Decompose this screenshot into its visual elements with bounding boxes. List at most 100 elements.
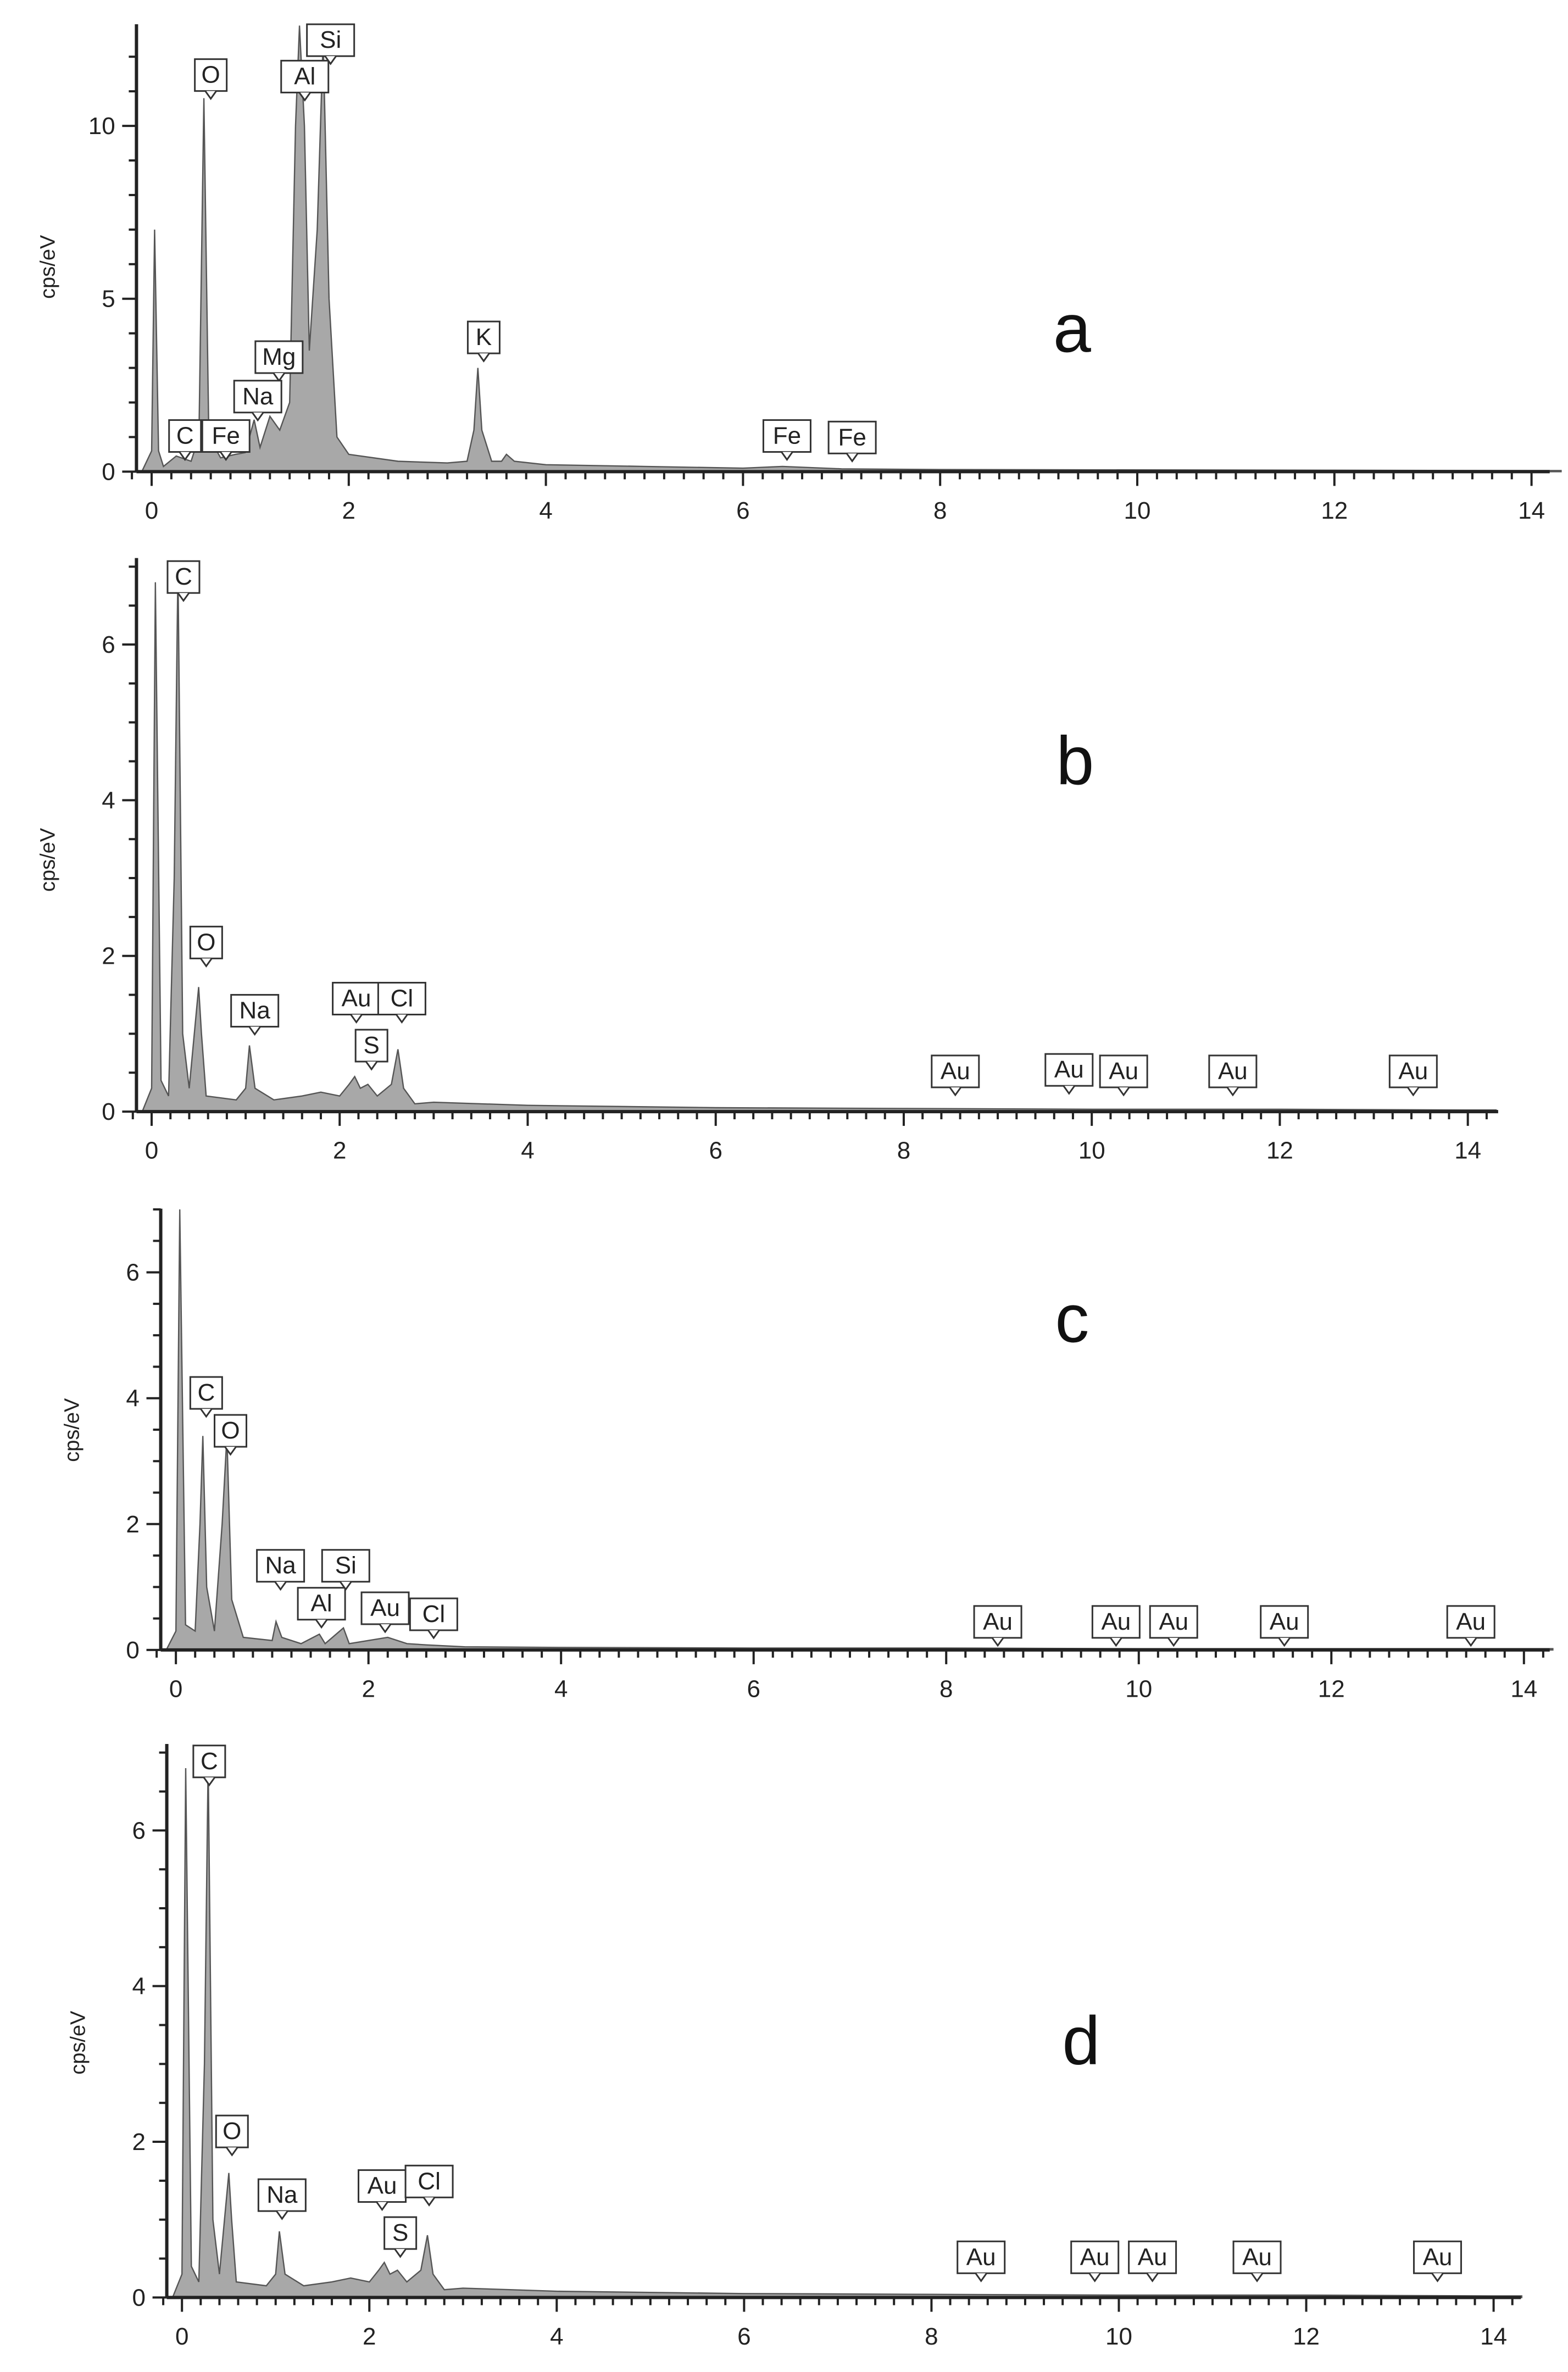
peak-label-pointer <box>1407 1087 1420 1097</box>
peak-label-o: O <box>189 925 223 968</box>
peak-label-text: Mg <box>262 343 296 370</box>
peak-label-pointer <box>226 2147 238 2157</box>
peak-label-text: Au <box>370 1595 400 1621</box>
peak-label-c: C <box>166 560 201 602</box>
y-tick-label: 0 <box>102 458 115 485</box>
peak-label-text: C <box>197 1379 215 1406</box>
peak-label-pointer <box>379 1624 392 1634</box>
peak-label-text: Fe <box>838 424 866 451</box>
peak-label-o: O <box>215 2114 249 2157</box>
x-tick-label: 10 <box>1125 1675 1152 1702</box>
peak-label-na: Na <box>233 380 282 422</box>
peak-label-pointer <box>298 92 311 102</box>
y-axis-label: cps/eV <box>67 2010 90 2075</box>
peak-label-pointer <box>251 412 264 422</box>
peak-label-pointer <box>248 1026 261 1036</box>
peak-label-au: Au <box>1413 2240 1462 2282</box>
y-axis-label: cps/eV <box>61 1398 84 1462</box>
peak-label-box <box>404 2164 454 2198</box>
peak-label-cl: Cl <box>377 981 426 1024</box>
peak-label-s: S <box>354 1029 388 1071</box>
peak-label-pointer <box>394 2248 407 2258</box>
x-tick-label: 4 <box>554 1675 568 1702</box>
x-tick-label: 0 <box>145 497 158 524</box>
x-tick-label: 6 <box>737 2323 750 2350</box>
peak-label-text: Al <box>311 1590 332 1617</box>
peak-label-text: Na <box>240 997 271 1024</box>
peak-label-box <box>1232 2240 1282 2274</box>
peak-label-box <box>194 58 228 92</box>
spectrum-area-d <box>171 1760 1522 2298</box>
x-tick-label: 0 <box>145 1137 158 1164</box>
peak-label-pointer <box>975 2273 987 2282</box>
x-tick-label: 14 <box>1510 1675 1537 1702</box>
peak-label-pointer <box>1117 1087 1130 1097</box>
peak-label-pointer <box>273 373 286 382</box>
peak-label-pointer <box>315 1619 328 1629</box>
peak-label-c: C <box>168 419 202 462</box>
peak-label-au: Au <box>1260 1605 1309 1647</box>
peak-label-text: O <box>202 62 220 88</box>
x-tick-label: 12 <box>1266 1137 1293 1164</box>
peak-label-au: Au <box>358 2169 407 2212</box>
peak-label-text: Au <box>1138 2243 1167 2270</box>
x-tick-label: 8 <box>933 497 947 524</box>
peak-label-si: Si <box>321 1549 370 1591</box>
peak-label-fe: Fe <box>762 419 811 462</box>
peak-label-text: Si <box>335 1552 357 1579</box>
peak-label-pointer <box>1464 1637 1477 1647</box>
peak-label-pointer <box>396 1014 408 1024</box>
x-tick-label: 10 <box>1105 2323 1132 2350</box>
y-axis-label: cps/eV <box>36 827 59 892</box>
x-tick-label: 8 <box>939 1675 953 1702</box>
y-tick-label: 10 <box>88 113 115 140</box>
peak-label-au: Au <box>1232 2240 1282 2282</box>
peak-label-box <box>332 981 381 1015</box>
peak-label-box <box>957 2240 1006 2274</box>
peak-label-text: Au <box>1054 1056 1084 1083</box>
peak-label-cl: Cl <box>409 1597 458 1640</box>
peak-label-box <box>1091 1605 1141 1639</box>
x-tick-label: 10 <box>1124 497 1151 524</box>
panel-label-d: d <box>1062 2003 1100 2079</box>
y-tick-label: 4 <box>102 787 115 814</box>
peak-label-pointer <box>1146 2273 1159 2282</box>
peak-label-text: Au <box>941 1058 970 1085</box>
peak-label-box <box>1070 2240 1120 2274</box>
peak-label-k: K <box>466 320 501 363</box>
peak-label-text: Au <box>1218 1058 1248 1085</box>
peak-label-pointer <box>200 1408 213 1418</box>
peak-label-pointer <box>224 1446 237 1456</box>
peak-label-text: Au <box>1159 1608 1188 1635</box>
peak-label-pointer <box>350 1014 363 1024</box>
peak-label-fe: Fe <box>201 419 251 462</box>
peak-label-c: C <box>192 1745 226 1787</box>
peak-label-text: Fe <box>212 423 240 449</box>
x-tick-label: 12 <box>1293 2323 1320 2350</box>
peak-label-text: Au <box>1423 2243 1453 2270</box>
peak-label-box <box>1413 2240 1462 2274</box>
spectrum-area-b <box>141 566 1497 1113</box>
peak-label-text: Au <box>1242 2243 1272 2270</box>
peak-label-text: Al <box>294 63 315 90</box>
peak-label-box <box>257 2178 307 2212</box>
peak-label-text: O <box>223 2118 241 2145</box>
x-tick-label: 10 <box>1078 1137 1105 1164</box>
y-tick-label: 6 <box>126 1259 139 1286</box>
y-tick-label: 5 <box>102 286 115 313</box>
peak-label-au: Au <box>1446 1605 1495 1647</box>
x-tick-label: 14 <box>1480 2323 1507 2350</box>
peak-label-pointer <box>1226 1087 1239 1097</box>
peak-label-text: C <box>201 1748 218 1775</box>
x-tick-label: 6 <box>709 1137 722 1164</box>
peak-label-pointer <box>1110 1637 1122 1647</box>
peak-label-pointer <box>365 1061 378 1071</box>
y-tick-label: 2 <box>126 1511 139 1538</box>
y-tick-label: 4 <box>132 1973 145 2000</box>
peak-label-pointer <box>1088 2273 1101 2282</box>
x-tick-label: 0 <box>175 2323 188 2350</box>
peak-label-box <box>973 1605 1022 1639</box>
peak-label-text: Fe <box>773 423 801 449</box>
